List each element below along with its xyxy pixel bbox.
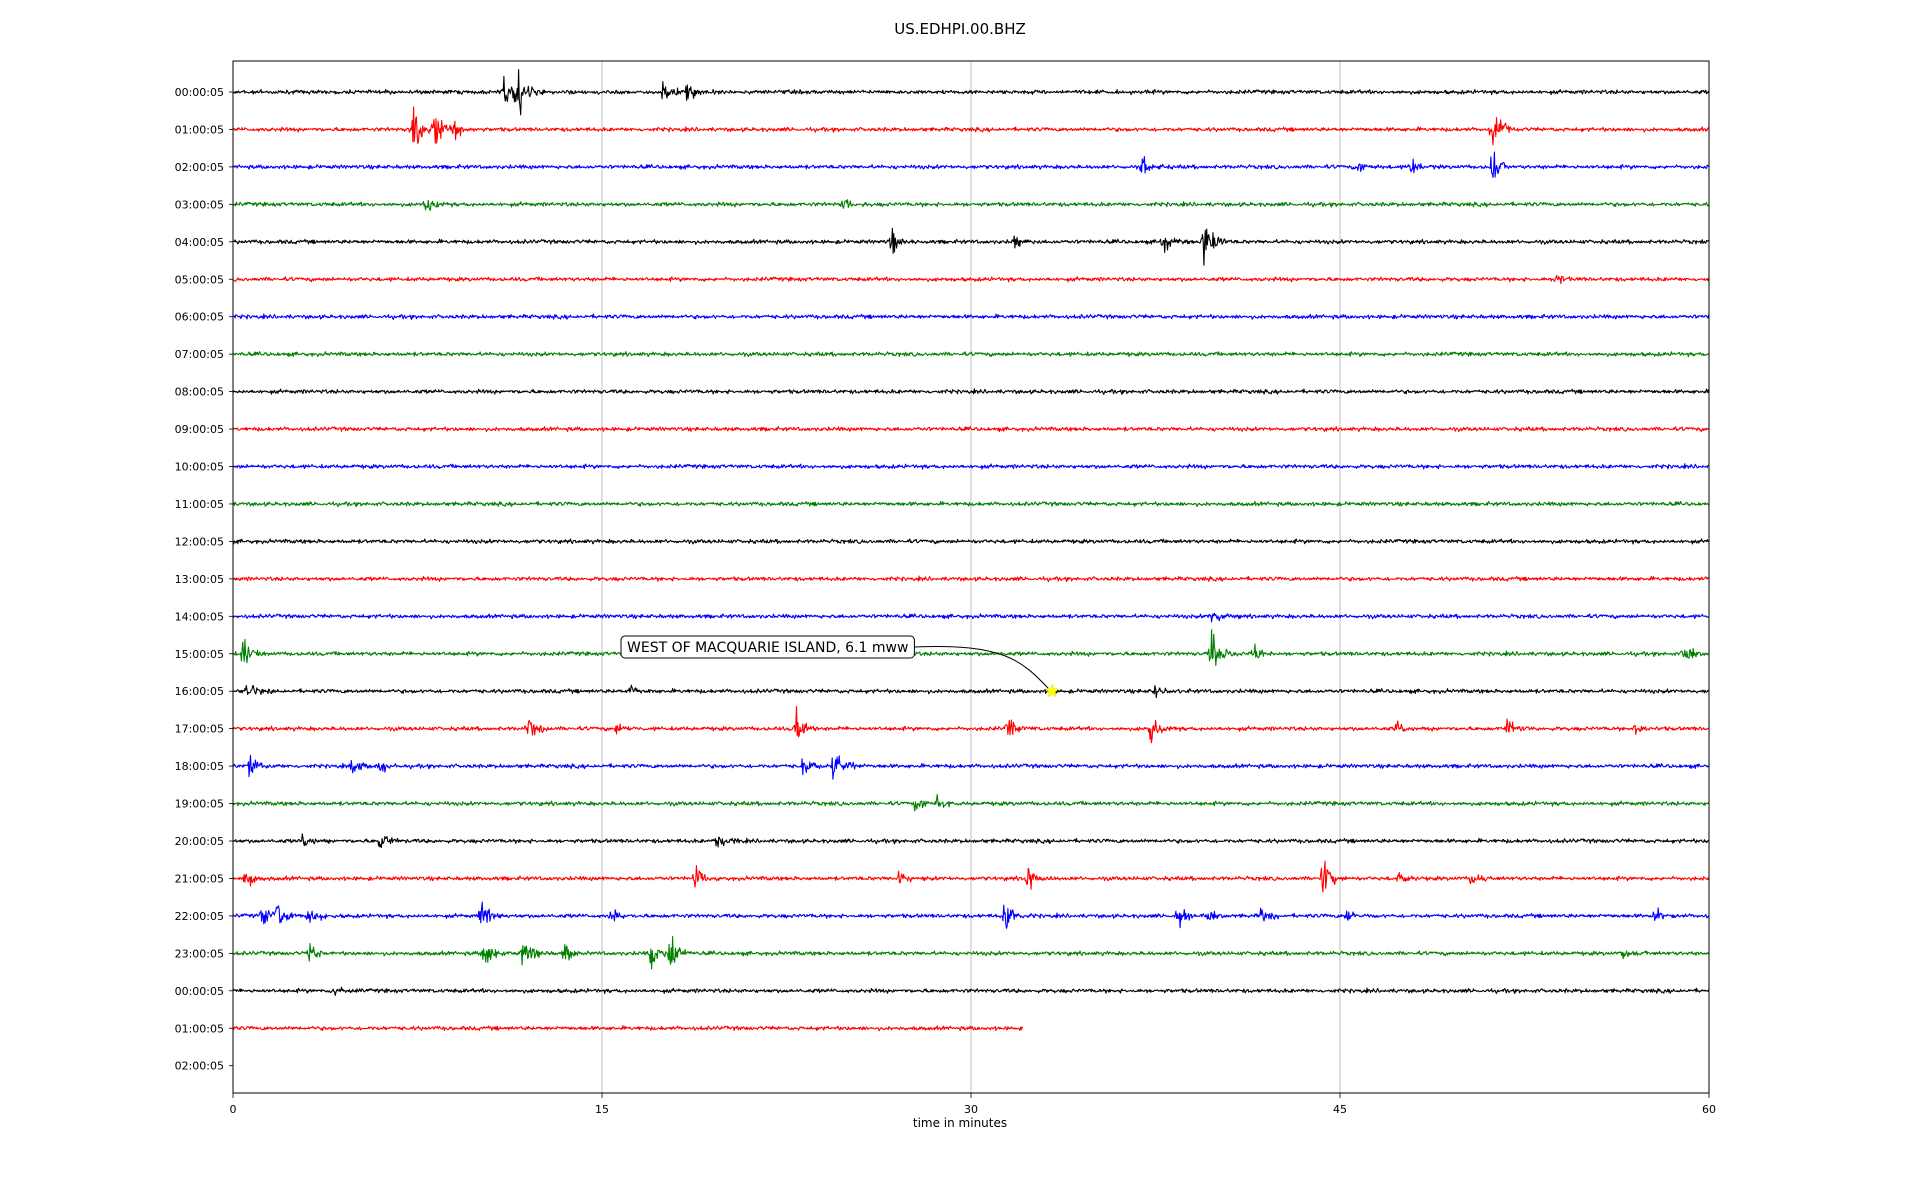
trace-row-15 xyxy=(232,629,1709,667)
trace-row-1 xyxy=(232,106,1710,146)
y-tick-label-14: 14:00:05 xyxy=(175,610,224,623)
trace-row-6 xyxy=(232,313,1710,321)
trace-row-3 xyxy=(232,199,1710,211)
event-star-marker xyxy=(1044,683,1060,698)
y-tick-label-10: 10:00:05 xyxy=(175,461,224,474)
trace-row-14 xyxy=(232,612,1709,623)
y-tick-label-5: 05:00:05 xyxy=(175,273,224,286)
trace-row-5 xyxy=(232,274,1710,285)
trace-row-16 xyxy=(232,684,1709,699)
y-tick-label-7: 07:00:05 xyxy=(175,348,224,361)
trace-row-25 xyxy=(232,1025,1024,1032)
y-tick-label-26: 02:00:05 xyxy=(175,1060,224,1073)
trace-row-12 xyxy=(232,538,1710,545)
y-tick-label-8: 08:00:05 xyxy=(175,386,224,399)
y-tick-label-21: 21:00:05 xyxy=(175,872,224,885)
trace-row-7 xyxy=(232,351,1709,358)
trace-row-17 xyxy=(232,705,1709,744)
y-tick-label-11: 11:00:05 xyxy=(175,498,224,511)
trace-row-4 xyxy=(232,227,1709,266)
chart-title: US.EDHPI.00.BHZ xyxy=(894,20,1026,38)
trace-row-24 xyxy=(232,986,1710,996)
trace-row-8 xyxy=(232,388,1710,395)
trace-row-18 xyxy=(232,754,1710,780)
trace-row-21 xyxy=(232,860,1710,893)
y-tick-label-9: 09:00:05 xyxy=(175,423,224,436)
x-tick-label-4: 60 xyxy=(1702,1103,1716,1116)
trace-row-9 xyxy=(232,426,1709,433)
trace-row-20 xyxy=(232,833,1709,848)
y-tick-label-24: 00:00:05 xyxy=(175,985,224,998)
y-tick-label-19: 19:00:05 xyxy=(175,798,224,811)
trace-row-10 xyxy=(232,463,1709,470)
x-tick-label-0: 0 xyxy=(230,1103,237,1116)
x-tick-label-3: 45 xyxy=(1333,1103,1347,1116)
y-tick-label-16: 16:00:05 xyxy=(175,685,224,698)
y-tick-label-4: 04:00:05 xyxy=(175,236,224,249)
y-tick-label-17: 17:00:05 xyxy=(175,723,224,736)
y-tick-label-6: 06:00:05 xyxy=(175,311,224,324)
y-tick-label-22: 22:00:05 xyxy=(175,910,224,923)
trace-row-0 xyxy=(232,69,1710,116)
y-tick-label-12: 12:00:05 xyxy=(175,535,224,548)
x-tick-label-1: 15 xyxy=(595,1103,609,1116)
y-tick-label-3: 03:00:05 xyxy=(175,198,224,211)
y-tick-label-18: 18:00:05 xyxy=(175,760,224,773)
trace-row-11 xyxy=(232,500,1710,508)
y-tick-label-13: 13:00:05 xyxy=(175,573,224,586)
trace-row-19 xyxy=(232,794,1710,812)
y-tick-label-0: 00:00:05 xyxy=(175,86,224,99)
y-tick-label-23: 23:00:05 xyxy=(175,947,224,960)
y-tick-label-15: 15:00:05 xyxy=(175,648,224,661)
x-axis-label: time in minutes xyxy=(912,1116,1008,1130)
y-tick-label-20: 20:00:05 xyxy=(175,835,224,848)
event-annotation-connector xyxy=(914,645,1049,689)
trace-row-23 xyxy=(232,935,1710,970)
y-tick-label-1: 01:00:05 xyxy=(175,123,224,136)
y-tick-label-25: 01:00:05 xyxy=(175,1022,224,1035)
event-annotation-label: WEST OF MACQUARIE ISLAND, 6.1 mww xyxy=(627,640,908,656)
y-tick-label-2: 02:00:05 xyxy=(175,161,224,174)
trace-row-22 xyxy=(232,901,1710,929)
x-tick-label-2: 30 xyxy=(964,1103,978,1116)
trace-row-13 xyxy=(232,575,1710,583)
trace-row-2 xyxy=(232,151,1710,178)
